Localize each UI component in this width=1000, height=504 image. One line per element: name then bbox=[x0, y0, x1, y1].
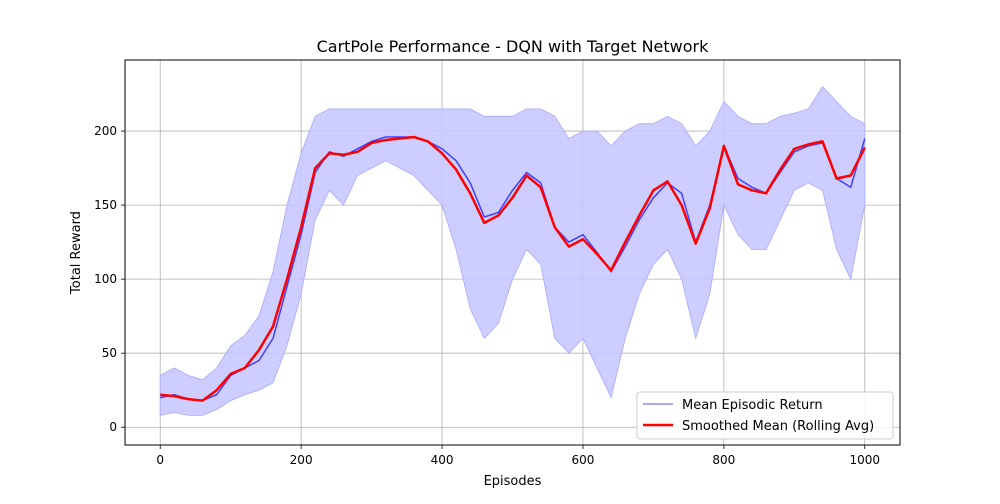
legend-label-smoothed-mean: Smoothed Mean (Rolling Avg) bbox=[682, 419, 874, 434]
y-tick-label: 50 bbox=[102, 346, 117, 360]
legend-label-mean-return: Mean Episodic Return bbox=[682, 398, 823, 413]
y-axis-label: Total Reward bbox=[69, 211, 84, 295]
series-lines bbox=[160, 135, 866, 402]
x-tick-label: 1000 bbox=[849, 453, 880, 467]
smoothed-mean-line bbox=[160, 135, 866, 402]
y-tick-label: 100 bbox=[94, 272, 117, 286]
y-tick-label: 200 bbox=[94, 124, 117, 138]
return-range-band bbox=[159, 86, 866, 416]
axis-ticks: 0 200 400 600 800 1000 0 50 100 150 200 bbox=[94, 124, 880, 467]
x-tick-label: 800 bbox=[712, 453, 735, 467]
legend: Mean Episodic Return Smoothed Mean (Roll… bbox=[636, 391, 894, 440]
x-tick-label: 600 bbox=[572, 453, 595, 467]
y-tick-label: 150 bbox=[94, 198, 117, 212]
legend-box bbox=[636, 391, 894, 440]
plot-frame bbox=[124, 59, 901, 446]
chart-title: CartPole Performance - DQN with Target N… bbox=[317, 37, 710, 56]
return-band bbox=[159, 86, 866, 416]
y-tick-label: 0 bbox=[109, 420, 117, 434]
x-tick-label: 0 bbox=[156, 453, 164, 467]
x-tick-label: 400 bbox=[431, 453, 454, 467]
x-axis-label: Episodes bbox=[484, 474, 542, 489]
mean-return-line bbox=[160, 136, 866, 402]
x-tick-label: 200 bbox=[290, 453, 313, 467]
